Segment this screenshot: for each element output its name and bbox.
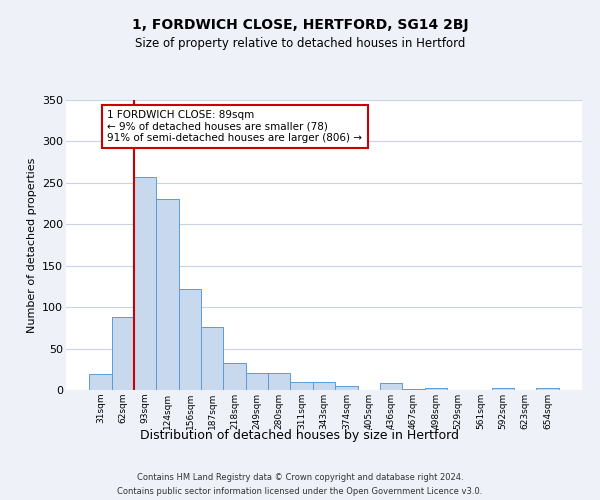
Bar — [491, 388, 514, 390]
Bar — [157, 200, 179, 390]
Bar — [380, 384, 402, 390]
Text: Distribution of detached houses by size in Hertford: Distribution of detached houses by size … — [140, 428, 460, 442]
Text: 1 FORDWICH CLOSE: 89sqm
← 9% of detached houses are smaller (78)
91% of semi-det: 1 FORDWICH CLOSE: 89sqm ← 9% of detached… — [107, 110, 362, 143]
Text: Size of property relative to detached houses in Hertford: Size of property relative to detached ho… — [135, 38, 465, 51]
Bar — [268, 374, 290, 390]
Y-axis label: Number of detached properties: Number of detached properties — [26, 158, 37, 332]
Bar — [179, 289, 201, 390]
Bar — [425, 388, 447, 390]
Bar — [313, 382, 335, 390]
Text: 1, FORDWICH CLOSE, HERTFORD, SG14 2BJ: 1, FORDWICH CLOSE, HERTFORD, SG14 2BJ — [131, 18, 469, 32]
Bar — [402, 389, 425, 390]
Text: Contains public sector information licensed under the Open Government Licence v3: Contains public sector information licen… — [118, 486, 482, 496]
Bar — [536, 388, 559, 390]
Bar — [223, 362, 246, 390]
Bar — [335, 386, 358, 390]
Bar — [112, 317, 134, 390]
Bar — [89, 374, 112, 390]
Text: Contains HM Land Registry data © Crown copyright and database right 2024.: Contains HM Land Registry data © Crown c… — [137, 473, 463, 482]
Bar — [201, 327, 223, 390]
Bar — [290, 382, 313, 390]
Bar — [246, 374, 268, 390]
Bar — [134, 177, 157, 390]
